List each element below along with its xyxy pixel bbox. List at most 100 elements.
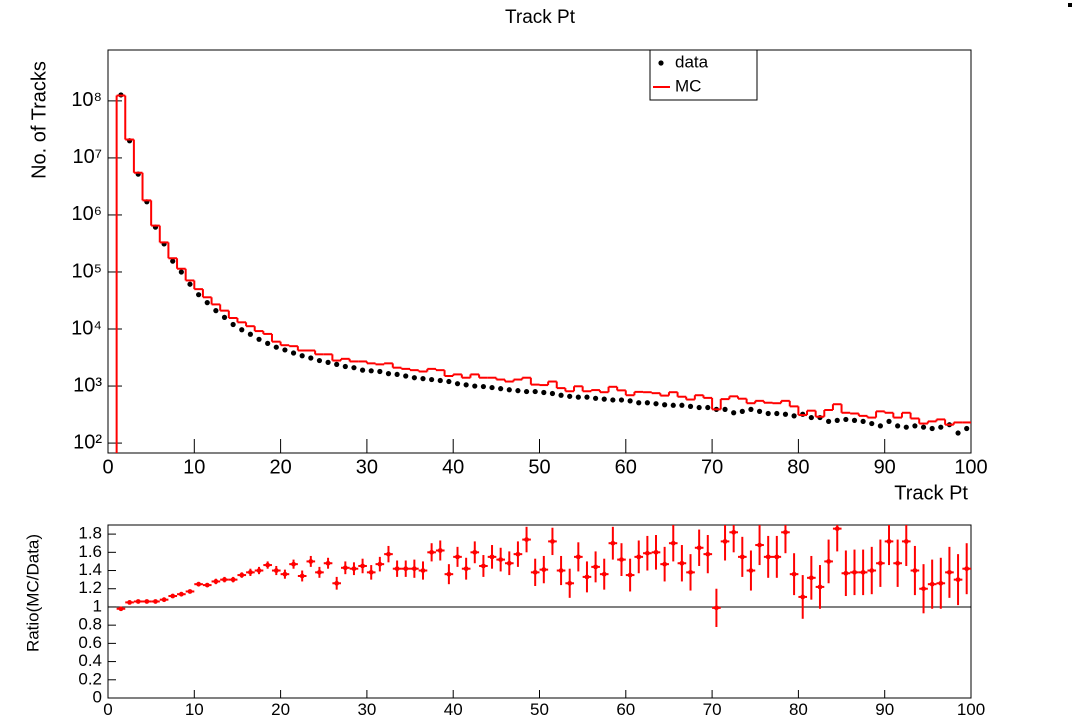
plot-frame <box>107 524 972 699</box>
ratio-marker <box>843 570 849 576</box>
ratio-marker <box>222 577 227 583</box>
data-point <box>610 397 616 403</box>
data-point <box>679 402 685 408</box>
data-point <box>480 383 487 390</box>
ratio-marker <box>869 568 875 573</box>
ratio-marker <box>619 557 624 562</box>
data-point <box>886 418 892 424</box>
legend-label: MC <box>675 76 701 95</box>
ratio-marker <box>291 561 296 567</box>
ratio-marker <box>230 577 236 583</box>
ratio-marker <box>705 551 711 557</box>
y-tick-label: 1.8 <box>78 524 102 543</box>
data-point <box>385 371 392 377</box>
ratio-marker <box>472 549 478 555</box>
data-point <box>359 367 366 373</box>
ratio-marker <box>696 545 702 551</box>
x-tick-label: 80 <box>789 700 808 719</box>
data-point <box>808 414 814 421</box>
x-tick-label: 80 <box>787 456 809 478</box>
y-tick-label: 1.4 <box>78 560 102 579</box>
data-point <box>377 368 383 375</box>
ratio-marker <box>541 567 547 573</box>
ratio-marker <box>437 548 443 553</box>
ratio-marker <box>127 599 132 605</box>
ratio-marker <box>558 568 564 573</box>
y-tick-label: 0.2 <box>78 669 102 688</box>
ratio-marker <box>481 563 486 569</box>
chart-title: Track Pt <box>505 7 576 28</box>
ratio-marker <box>636 554 642 560</box>
ratio-marker <box>748 568 754 573</box>
data-point <box>644 400 650 406</box>
data-point <box>756 408 763 414</box>
x-tick-label: 50 <box>530 700 549 719</box>
ratio-marker <box>498 557 504 562</box>
data-point <box>334 361 340 367</box>
data-point <box>696 404 702 411</box>
data-point <box>575 394 581 400</box>
data-point <box>463 382 469 388</box>
ratio-marker <box>886 538 892 544</box>
data-point <box>368 368 374 374</box>
data-point <box>178 269 184 275</box>
ratio-marker <box>688 569 693 575</box>
x-tick-label: 30 <box>357 700 376 719</box>
data-point <box>351 365 357 371</box>
x-tick-label: 20 <box>271 700 290 719</box>
data-point <box>929 425 935 432</box>
x-tick-label: 50 <box>528 456 550 478</box>
ratio-marker <box>567 580 573 586</box>
data-point <box>506 387 512 393</box>
y-tick-label: 0.8 <box>78 615 102 634</box>
data-point <box>584 394 590 400</box>
data-point <box>454 381 461 387</box>
ratio-marker <box>610 540 616 546</box>
ratio-marker <box>662 561 668 567</box>
ratio-marker <box>653 549 659 555</box>
data-point <box>437 377 443 384</box>
ratio-marker <box>360 563 365 569</box>
data-point <box>782 411 789 417</box>
ratio-marker <box>834 526 840 532</box>
ratio-marker <box>256 568 262 573</box>
ratio-marker <box>144 599 150 604</box>
x-tick-label: 20 <box>269 456 291 478</box>
data-point <box>670 402 676 408</box>
y-tick-label: 1.2 <box>78 578 102 597</box>
ratio-marker <box>247 569 253 575</box>
ratio-marker <box>325 560 331 566</box>
ratio-marker <box>273 568 279 573</box>
ratio-marker <box>679 560 685 566</box>
ratio-marker <box>593 564 598 570</box>
data-point <box>299 353 305 359</box>
data-point <box>869 420 875 427</box>
data-point <box>955 430 961 436</box>
x-tick-label: 90 <box>875 700 894 719</box>
ratio-marker <box>860 569 866 575</box>
x-tick-label: 90 <box>874 456 896 478</box>
ratio-marker <box>722 538 728 544</box>
ratio-marker <box>377 561 383 567</box>
data-point <box>851 417 858 423</box>
data-point <box>265 340 271 346</box>
data-point <box>860 418 866 424</box>
y-tick-label: 10² <box>73 431 102 453</box>
ratio-marker <box>757 542 762 548</box>
ratio-marker <box>921 586 926 592</box>
data-point <box>731 410 737 416</box>
ratio-marker <box>455 554 460 560</box>
ratio-marker <box>394 566 400 572</box>
ratio-marker <box>550 538 555 544</box>
ratio-marker <box>912 568 918 573</box>
data-point <box>282 347 288 353</box>
data-point <box>290 350 297 356</box>
data-point <box>247 331 253 337</box>
data-point <box>429 376 435 383</box>
corner-marker <box>1068 3 1072 7</box>
data-point <box>618 397 625 403</box>
plot-area <box>116 525 971 627</box>
ratio-marker <box>903 538 909 544</box>
ratio-marker <box>282 571 288 577</box>
ratio-marker <box>601 571 607 577</box>
